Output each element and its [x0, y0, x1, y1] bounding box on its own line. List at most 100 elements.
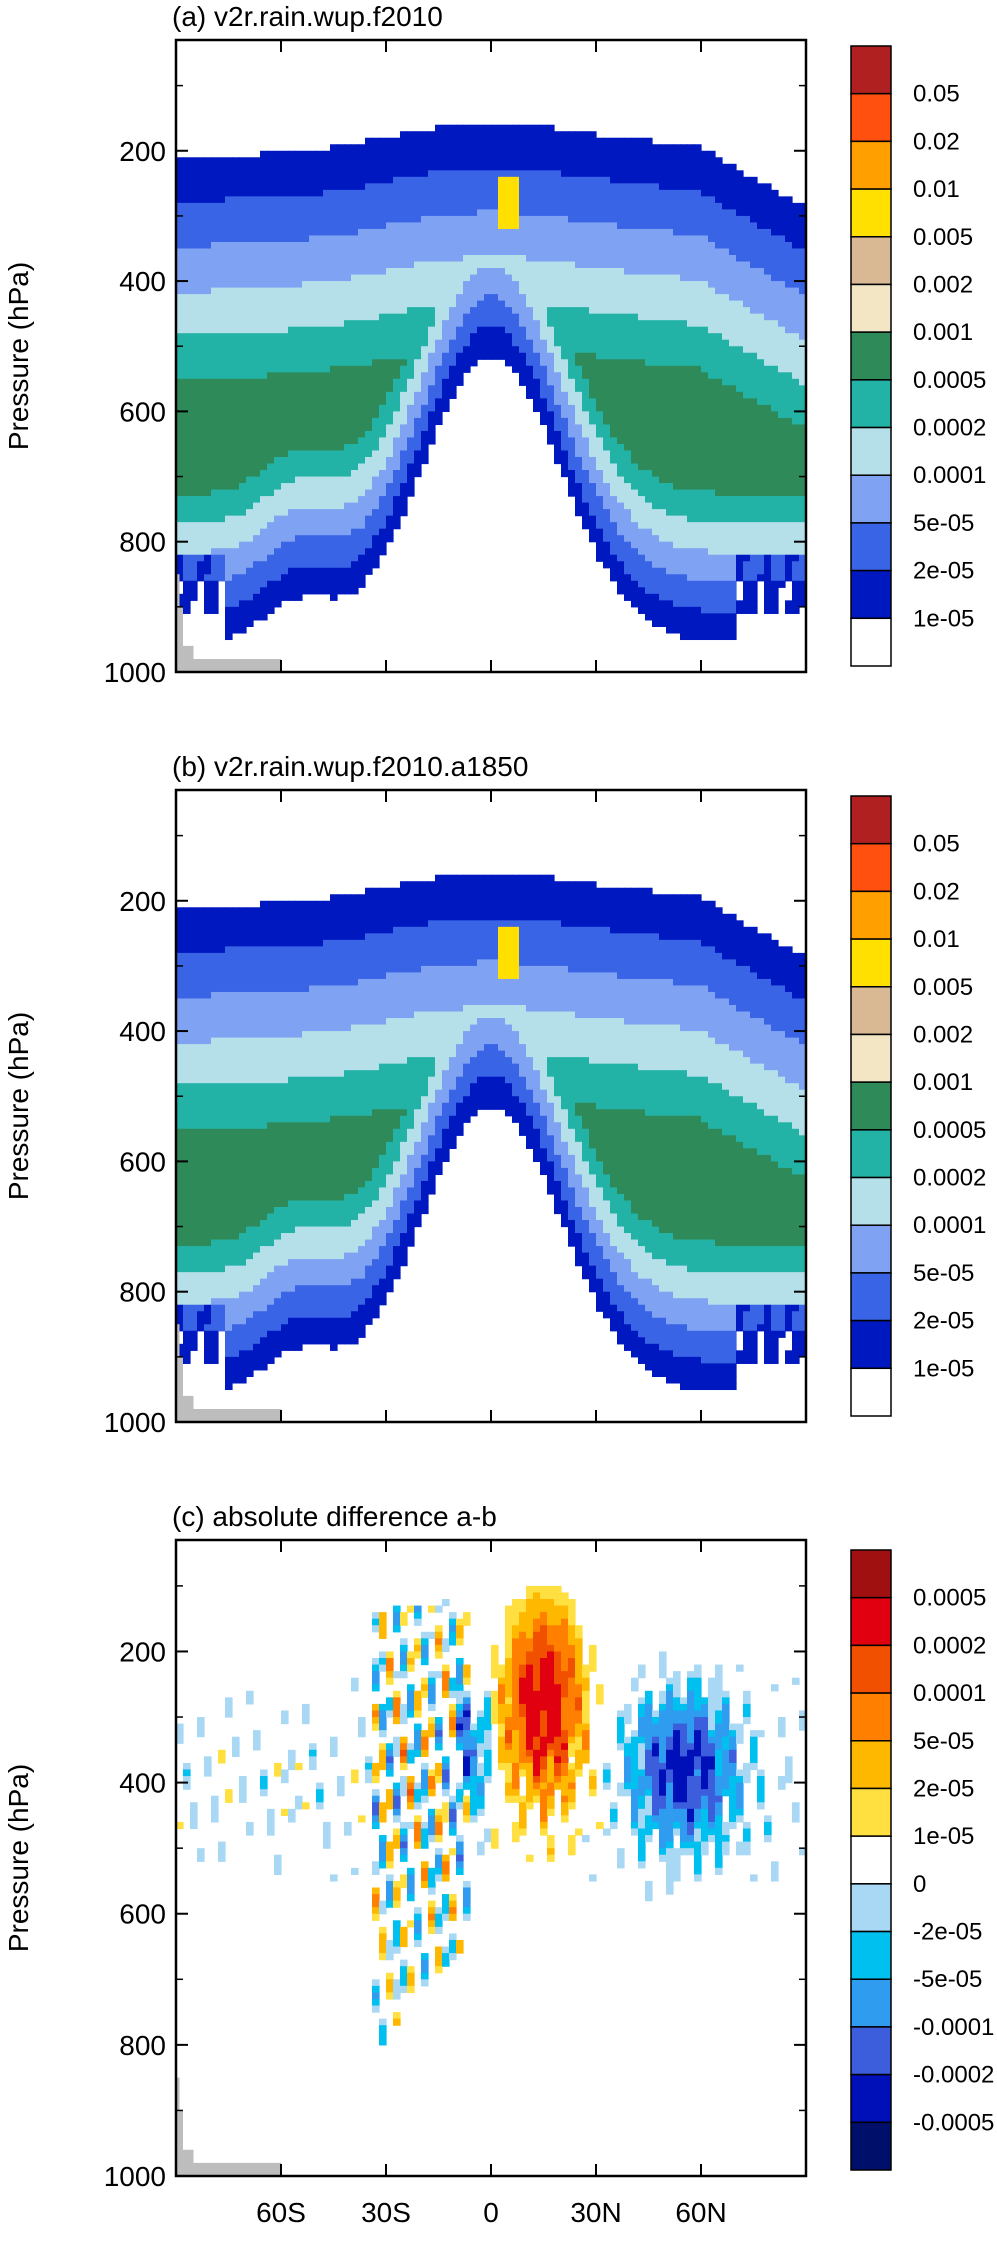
- field-cell: [638, 137, 646, 145]
- field-cell: [281, 398, 289, 406]
- field-cell: [673, 437, 681, 445]
- field-cell: [253, 209, 261, 217]
- field-cell: [190, 483, 198, 491]
- field-cell: [337, 268, 345, 276]
- field-cell: [421, 255, 429, 263]
- field-cell: [316, 554, 324, 562]
- field-cell: [309, 417, 317, 426]
- field-cell: [540, 346, 548, 354]
- field-cell: [281, 176, 289, 184]
- field-cell: [344, 509, 352, 517]
- field-cell: [666, 215, 674, 224]
- field-cell: [344, 196, 352, 204]
- field-cell: [211, 372, 219, 380]
- field-cell: [218, 222, 226, 230]
- field-cell: [372, 248, 380, 256]
- field-cell: [645, 183, 653, 191]
- field-cell: [638, 196, 646, 204]
- field-cell: [176, 255, 184, 263]
- field-cell: [246, 385, 254, 393]
- field-cell: [701, 600, 709, 608]
- field-cell: [218, 378, 226, 386]
- field-cell: [596, 326, 604, 334]
- field-cell: [659, 509, 667, 517]
- field-cell: [316, 235, 324, 243]
- field-cell: [575, 378, 583, 386]
- field-cell: [652, 398, 660, 406]
- field-cell: [288, 163, 296, 171]
- field-cell: [337, 398, 345, 406]
- field-cell: [435, 365, 443, 373]
- field-cell: [295, 391, 303, 399]
- field-cell: [337, 281, 345, 289]
- field-cell: [554, 372, 562, 380]
- field-cell: [204, 228, 212, 237]
- field-cell: [533, 176, 541, 184]
- field-cell: [288, 326, 296, 334]
- field-cell: [575, 241, 583, 250]
- field-cell: [386, 450, 394, 458]
- field-cell: [267, 202, 275, 211]
- field-cell: [211, 346, 219, 354]
- field-cell: [253, 502, 261, 510]
- field-cell: [239, 463, 247, 471]
- field-cell: [498, 196, 506, 204]
- field-cell: [197, 255, 205, 263]
- field-cell: [414, 255, 422, 263]
- field-cell: [456, 157, 464, 165]
- field-cell: [197, 333, 205, 341]
- field-cell: [673, 313, 681, 321]
- field-cell: [533, 372, 541, 380]
- field-cell: [505, 176, 513, 184]
- field-cell: [596, 287, 604, 295]
- field-cell: [596, 157, 604, 165]
- field-cell: [652, 496, 660, 504]
- field-cell: [708, 170, 716, 178]
- field-cell: [365, 157, 373, 165]
- field-cell: [351, 359, 359, 367]
- field-cell: [603, 535, 611, 543]
- field-cell: [211, 176, 219, 184]
- field-cell: [680, 509, 688, 517]
- field-cell: [274, 411, 282, 419]
- field-cell: [624, 554, 632, 562]
- field-cell: [232, 483, 240, 491]
- field-cell: [281, 346, 289, 354]
- field-cell: [512, 339, 520, 347]
- field-cell: [253, 522, 261, 530]
- field-cell: [400, 189, 408, 197]
- field-cell: [456, 144, 464, 152]
- field-cell: [554, 385, 562, 393]
- field-cell: [673, 352, 681, 360]
- field-cell: [673, 391, 681, 399]
- field-cell: [400, 228, 408, 237]
- field-cell: [568, 163, 576, 171]
- field-cell: [351, 209, 359, 217]
- field-cell: [239, 483, 247, 491]
- field-cell: [239, 196, 247, 204]
- field-cell: [722, 528, 730, 536]
- field-cell: [638, 144, 646, 152]
- field-cell: [330, 339, 338, 347]
- field-cell: [344, 496, 352, 504]
- field-cell: [225, 424, 233, 432]
- field-cell: [365, 241, 373, 250]
- field-cell: [232, 307, 240, 315]
- field-cell: [561, 417, 569, 426]
- field-cell: [204, 509, 212, 517]
- field-cell: [519, 365, 527, 373]
- field-cell: [708, 313, 716, 321]
- field-cell: [386, 443, 394, 452]
- field-cell: [260, 600, 268, 608]
- field-cell: [715, 489, 723, 497]
- field-cell: [225, 183, 233, 191]
- field-cell: [365, 443, 373, 452]
- field-cell: [687, 215, 695, 224]
- field-cell: [659, 489, 667, 497]
- field-cell: [358, 196, 366, 204]
- field-cell: [484, 202, 492, 211]
- field-cell: [449, 222, 457, 230]
- field-cell: [316, 580, 324, 588]
- field-cell: [610, 404, 618, 412]
- field-cell: [232, 463, 240, 471]
